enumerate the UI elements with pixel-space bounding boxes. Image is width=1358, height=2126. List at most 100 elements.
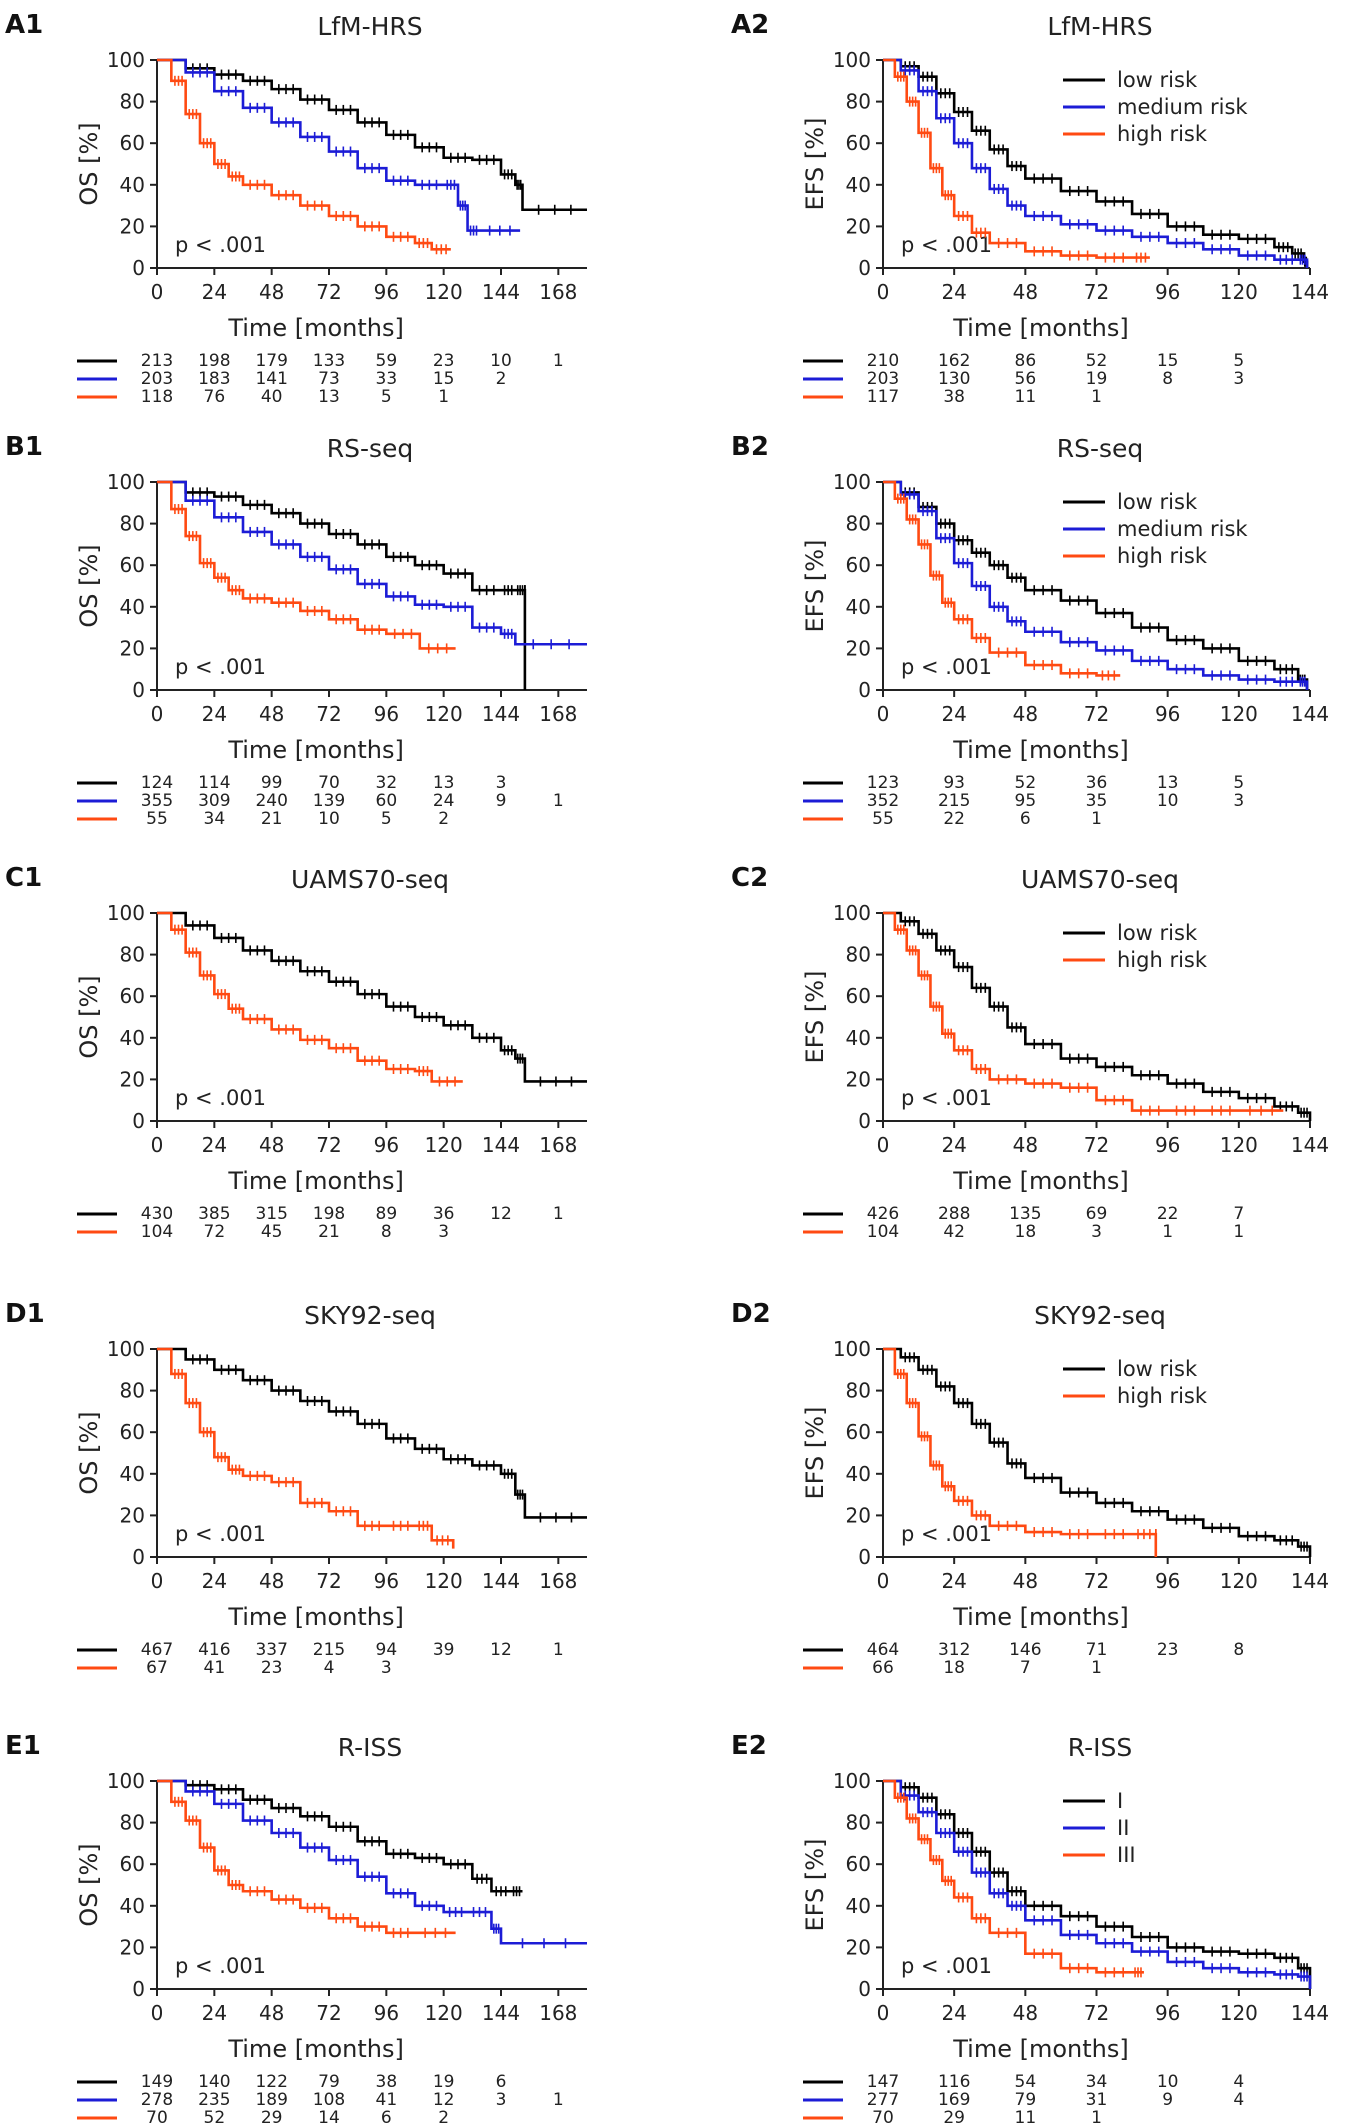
y-tick-label: 100 <box>107 1337 145 1361</box>
panel-label: B1 <box>5 432 43 462</box>
y-tick-label: 60 <box>846 553 871 577</box>
series-line-3 <box>157 480 456 650</box>
risk-count: 2 <box>438 2108 449 2126</box>
y-tick-label: 40 <box>120 1894 145 1918</box>
x-axis-label: Time [months] <box>952 736 1129 764</box>
x-tick-label: 120 <box>1220 1569 1258 1593</box>
legend-label-1: low risk <box>1117 921 1198 945</box>
y-tick-label: 0 <box>858 256 871 280</box>
x-axis-label: Time [months] <box>227 2035 404 2063</box>
risk-count: 89 <box>376 1204 398 1224</box>
risk-count: 2 <box>438 809 449 829</box>
x-tick-label: 96 <box>374 1569 399 1593</box>
p-value: p < .001 <box>175 1954 266 1978</box>
x-tick-label: 120 <box>425 2001 463 2025</box>
risk-count: 1 <box>553 791 564 811</box>
risk-count: 116 <box>938 2072 970 2092</box>
panel-label: B2 <box>731 432 769 462</box>
y-tick-label: 0 <box>132 678 145 702</box>
y-tick-label: 60 <box>846 984 871 1008</box>
legend-label-2: high risk <box>1117 948 1208 972</box>
risk-count: 1 <box>1233 1222 1244 1242</box>
x-tick-label: 24 <box>941 280 966 304</box>
panel-b2: B2 RS-seq 0 20 40 60 80 100 0 24 48 72 96 120 144 EFS [… <box>731 432 1329 829</box>
risk-count: 76 <box>204 387 226 407</box>
x-tick-label: 72 <box>1084 702 1109 726</box>
risk-count: 18 <box>943 1658 965 1678</box>
x-tick-label: 120 <box>425 702 463 726</box>
risk-count: 203 <box>141 369 173 389</box>
x-tick-label: 24 <box>941 1569 966 1593</box>
risk-count: 22 <box>1157 1204 1179 1224</box>
series-line-3 <box>883 1779 1144 1974</box>
risk-count: 1 <box>1091 2108 1102 2126</box>
risk-count: 23 <box>1157 1640 1179 1660</box>
series-line-2 <box>883 1347 1158 1557</box>
x-tick-label: 144 <box>1291 1133 1329 1157</box>
risk-count: 8 <box>1162 369 1173 389</box>
risk-count: 118 <box>141 387 173 407</box>
y-tick-label: 100 <box>833 48 871 72</box>
y-tick-label: 0 <box>132 1545 145 1569</box>
x-tick-label: 24 <box>202 2001 227 2025</box>
p-value: p < .001 <box>175 233 266 257</box>
legend-label-2: medium risk <box>1117 517 1248 541</box>
y-tick-label: 100 <box>833 1769 871 1793</box>
y-tick-label: 0 <box>858 678 871 702</box>
risk-count: 9 <box>1162 2090 1173 2110</box>
risk-count: 6 <box>1020 809 1031 829</box>
risk-count: 33 <box>376 369 398 389</box>
x-tick-label: 144 <box>1291 1569 1329 1593</box>
risk-count: 1 <box>553 2090 564 2110</box>
series-line-1 <box>157 58 587 212</box>
series-line-2 <box>157 911 463 1083</box>
y-tick-label: 40 <box>846 1462 871 1486</box>
risk-count: 10 <box>318 809 340 829</box>
x-tick-label: 0 <box>877 702 890 726</box>
risk-count: 66 <box>872 1658 894 1678</box>
risk-count: 29 <box>943 2108 965 2126</box>
risk-count: 35 <box>1086 791 1108 811</box>
risk-count: 130 <box>938 369 970 389</box>
risk-count: 12 <box>490 1204 512 1224</box>
y-tick-label: 40 <box>120 1026 145 1050</box>
risk-count: 189 <box>255 2090 287 2110</box>
series-line-2 <box>157 480 587 646</box>
legend-label-3: III <box>1117 1843 1136 1867</box>
risk-count: 70 <box>872 2108 894 2126</box>
y-tick-label: 100 <box>107 470 145 494</box>
x-tick-label: 144 <box>482 1569 520 1593</box>
x-tick-label: 0 <box>877 280 890 304</box>
risk-count: 10 <box>1157 791 1179 811</box>
y-tick-label: 0 <box>132 1109 145 1133</box>
x-tick-label: 48 <box>1013 1133 1038 1157</box>
risk-count: 169 <box>938 2090 970 2110</box>
risk-count: 4 <box>1233 2090 1244 2110</box>
risk-count: 11 <box>1015 2108 1037 2126</box>
x-tick-label: 120 <box>425 280 463 304</box>
y-tick-label: 0 <box>132 1977 145 2001</box>
x-tick-label: 48 <box>259 2001 284 2025</box>
y-tick-label: 100 <box>107 1769 145 1793</box>
risk-count: 52 <box>204 2108 226 2126</box>
risk-count: 1 <box>553 351 564 371</box>
risk-count: 312 <box>938 1640 970 1660</box>
legend-label-2: II <box>1117 1816 1129 1840</box>
risk-count: 3 <box>381 1658 392 1678</box>
x-tick-label: 168 <box>539 702 577 726</box>
risk-count: 14 <box>318 2108 340 2126</box>
risk-count: 38 <box>376 2072 398 2092</box>
x-tick-label: 120 <box>1220 280 1258 304</box>
panel-label: C1 <box>5 863 42 893</box>
risk-count: 3 <box>1233 791 1244 811</box>
y-axis-label: OS [%] <box>75 1411 103 1494</box>
y-axis-label: EFS [%] <box>801 971 829 1064</box>
x-tick-label: 48 <box>259 1569 284 1593</box>
y-axis-label: OS [%] <box>75 1843 103 1926</box>
risk-count: 135 <box>1009 1204 1041 1224</box>
risk-count: 8 <box>1233 1640 1244 1660</box>
risk-count: 86 <box>1015 351 1037 371</box>
x-tick-label: 168 <box>539 2001 577 2025</box>
risk-count: 29 <box>261 2108 283 2126</box>
